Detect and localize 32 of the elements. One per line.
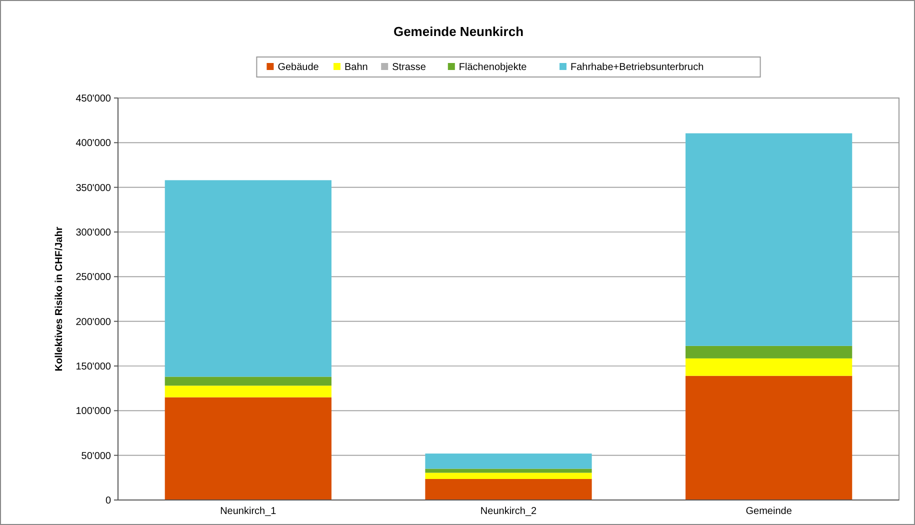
x-tick-label: Neunkirch_1 [220, 506, 277, 517]
bar [425, 454, 592, 469]
legend-label: Gebäude [278, 62, 320, 73]
bar [164, 386, 332, 398]
x-tick-label: Neunkirch_2 [480, 506, 538, 517]
y-tick-label: 100'000 [76, 406, 112, 418]
y-tick-label: 0 [105, 496, 112, 506]
bar [425, 472, 592, 480]
y-tick-label: 50'000 [81, 450, 112, 462]
legend-label: Strasse [392, 62, 426, 73]
bar [686, 358, 852, 376]
y-tick-label: 400'000 [76, 138, 112, 150]
y-tick-label: 150'000 [76, 362, 112, 372]
y-axis-title: Kollektives Risiko in CHF/Jahr [54, 226, 65, 372]
y-tick-label: 250'000 [76, 272, 112, 284]
bar [686, 133, 852, 346]
bar [164, 397, 332, 500]
y-tick-label: 350'000 [76, 182, 112, 194]
bar [686, 346, 852, 358]
legend-label: Flächenobjekte [458, 62, 528, 73]
y-tick-label: 300'000 [76, 228, 112, 238]
bar [164, 376, 332, 386]
x-tick-label: Gemeinde [746, 506, 792, 517]
y-tick-label: 200'000 [76, 316, 112, 328]
chart-title: Gemeinde Neunkirch [393, 24, 524, 39]
y-tick-label: 450'000 [76, 94, 112, 104]
bar [164, 180, 332, 377]
bar [686, 376, 852, 500]
bar [425, 468, 592, 473]
legend-label: Bahn [344, 62, 368, 73]
legend-label: Fahrhabe+Betriebsunterbruch [570, 62, 704, 73]
bar [425, 479, 592, 500]
